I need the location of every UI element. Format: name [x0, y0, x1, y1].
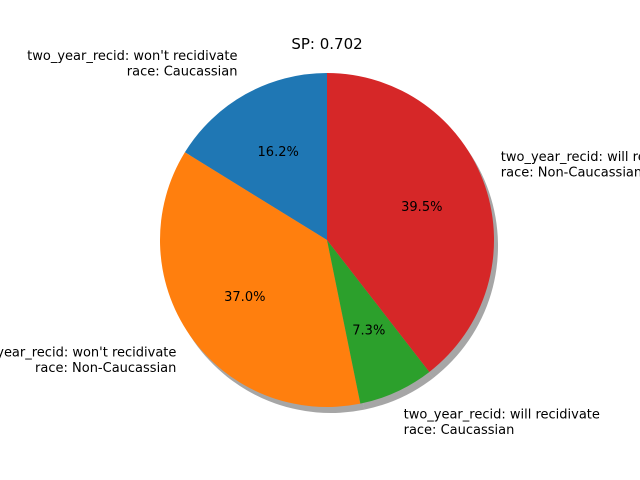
pie-slice-label-0: two_year_recid: won't recidivate race: Ca…	[27, 49, 237, 80]
pie-slice-label-line: race: Non-Caucassian	[501, 166, 640, 181]
pie-percent-label-1: 37.0%	[224, 290, 265, 305]
pie-slices	[159, 72, 495, 408]
pie-slice-label-2: two_year_recid: will recidivate race: Cau…	[404, 407, 600, 438]
pie-slice-labels: two_year_recid: won't recidivate race: Ca…	[0, 49, 640, 438]
pie-slice-label-line: two_year_recid: won't recidivate	[27, 49, 237, 64]
pie-slice-0	[184, 73, 327, 240]
chart-title: SP: 0.702	[291, 35, 362, 53]
pie-slice-2	[327, 240, 430, 404]
pie-percent-label-0: 16.2%	[258, 145, 299, 160]
pie-percent-label-2: 7.3%	[352, 324, 385, 339]
pie-slice-label-line: race: Caucassian	[404, 423, 515, 438]
pie-slice-label-line: race: Non-Caucassian	[35, 361, 176, 376]
pie-slice-label-line: two_year_recid: won't recidivate	[0, 346, 176, 361]
pie-percent-labels: 16.2% 37.0% 7.3% 39.5%	[224, 145, 442, 339]
pie-slice-3	[327, 72, 495, 372]
pie-slice-1	[159, 152, 361, 408]
pie-percent-label-3: 39.5%	[401, 200, 442, 215]
pie-slice-label-line: race: Caucassian	[127, 65, 238, 80]
pie-slice-label-line: two_year_recid: will recidivate	[501, 150, 640, 165]
pie-slice-label-line: two_year_recid: will recidivate	[404, 407, 600, 422]
